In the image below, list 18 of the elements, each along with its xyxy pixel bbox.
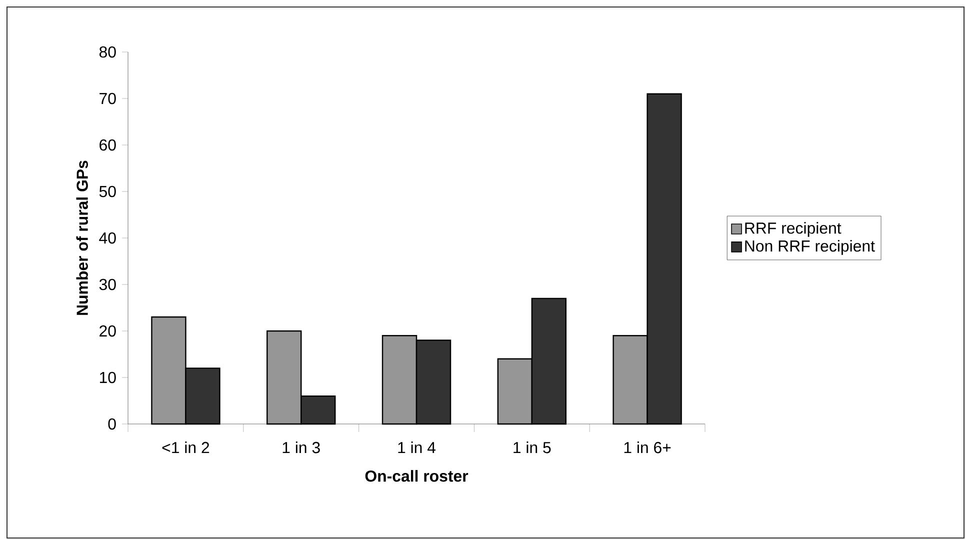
y-tick-label: 30 — [99, 278, 116, 290]
x-tick-label: 1 in 6+ — [624, 442, 671, 454]
y-tick-label: 40 — [99, 232, 116, 244]
x-tick-label: 1 in 3 — [282, 442, 320, 454]
x-axis-title: On-call roster — [365, 470, 468, 482]
x-tick-label: 1 in 4 — [398, 442, 436, 454]
y-tick-label: 60 — [100, 139, 116, 151]
y-tick-label: 50 — [99, 186, 116, 198]
y-tick-label: 10 — [100, 372, 116, 384]
x-tick-label: 1 in 5 — [514, 442, 551, 454]
y-axis-title: Number of rural GPs — [76, 160, 88, 315]
y-tick-label: 70 — [100, 92, 116, 104]
legend-label: Non RRF recipient — [745, 240, 875, 255]
x-tick-label: <1 in 2 — [162, 442, 210, 454]
legend-label: RRF recipient — [745, 222, 842, 237]
y-tick-label: 0 — [108, 418, 116, 430]
y-tick-label: 80 — [99, 46, 116, 58]
y-tick-label: 20 — [100, 325, 116, 337]
